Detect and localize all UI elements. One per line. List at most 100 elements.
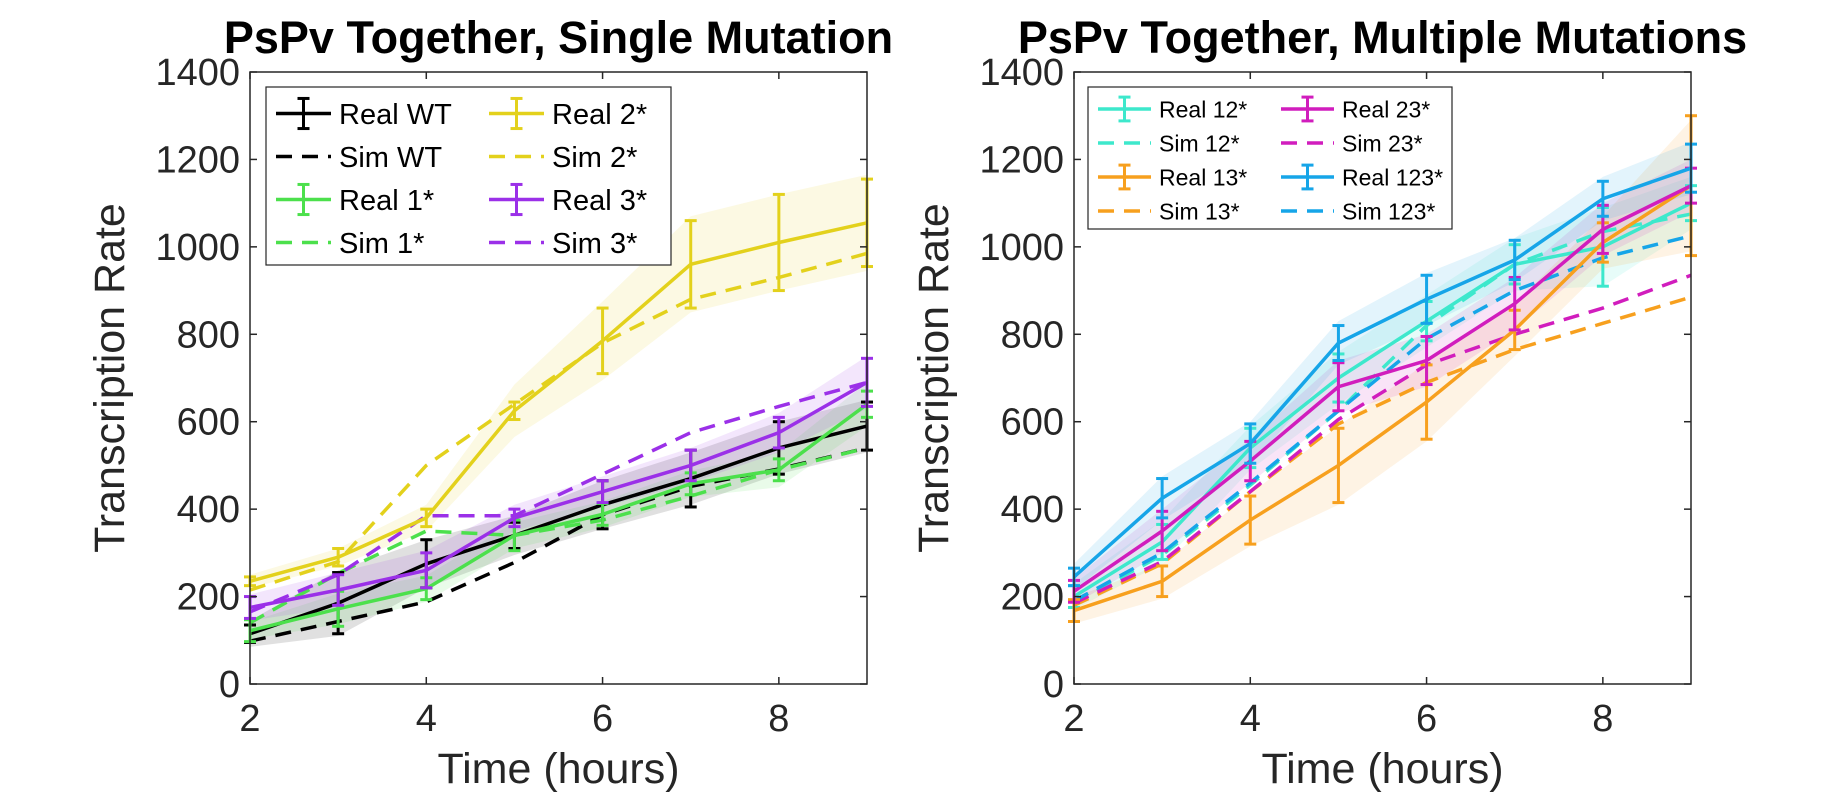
real-23-band: [1074, 159, 1691, 605]
real-wt-line: [249, 424, 868, 636]
real-3-errorbar: [596, 479, 609, 505]
real-3-errorbar: [772, 415, 785, 450]
sim-123-line: [1073, 234, 1692, 603]
real-2-errorbar: [508, 400, 521, 422]
real-2-line: [249, 221, 868, 583]
legend-item-sim-3: Sim 3*: [489, 228, 637, 260]
y-tick-label: 600: [177, 402, 240, 444]
legend-label: Real WT: [339, 99, 452, 131]
real-23-errorbar: [1420, 334, 1433, 387]
x-tick-label: 8: [1592, 698, 1613, 740]
real-2-errorbar: [420, 507, 433, 529]
real-2-errorbar: [596, 306, 609, 376]
x-axis-label: Time (hours): [437, 745, 679, 793]
legend-item-sim-wt: Sim WT: [276, 142, 442, 174]
legend-label: Real 1*: [339, 185, 434, 217]
real-123-errorbar: [1508, 238, 1521, 282]
legend-label: Sim 12*: [1159, 130, 1240, 156]
x-tick-label: 2: [239, 698, 260, 740]
legend-item-real-wt: Real WT: [276, 96, 452, 131]
y-tick-label: 800: [1001, 314, 1064, 356]
x-tick-label: 4: [1240, 698, 1261, 740]
legend-label: Real 123*: [1342, 164, 1443, 190]
legend-item-real-1: Real 1*: [276, 182, 434, 217]
real-3-line: [249, 380, 868, 610]
legend-item-sim-1: Sim 1*: [276, 228, 424, 260]
real-13-errorbar: [1156, 564, 1169, 599]
x-tick-label: 6: [592, 698, 613, 740]
legend-item-real-23: Real 23*: [1281, 95, 1430, 123]
legend-item-real-123: Real 123*: [1281, 163, 1443, 191]
real-13-errorbar: [1244, 494, 1257, 546]
chart-title: PsPv Together, Multiple Mutations: [1018, 12, 1747, 63]
real-2-errorbar: [772, 192, 785, 293]
y-tick-label: 200: [1001, 577, 1064, 619]
real-12-line: [1073, 201, 1692, 599]
real-23-errorbar: [1332, 361, 1345, 413]
real-lines: [244, 177, 873, 644]
y-tick-label: 1400: [155, 52, 240, 94]
legend-item-sim-13: Sim 13*: [1098, 198, 1240, 224]
x-tick-label: 4: [416, 698, 437, 740]
y-axis-label: Transcription Rate: [910, 203, 958, 553]
legend-item-real-3: Real 3*: [489, 182, 647, 217]
axis-ticks: 0 200 400 600 800 1000 1200 1400 2 4 6 8: [155, 52, 867, 740]
legend-item-real-2: Real 2*: [489, 96, 647, 131]
plot-frame: [1073, 71, 1692, 685]
real-23-line: [1073, 184, 1692, 593]
x-tick-label: 6: [1416, 698, 1437, 740]
y-tick-label: 1200: [979, 139, 1064, 181]
x-axis-label: Time (hours): [1261, 745, 1503, 793]
real-1-errorbar: [772, 457, 785, 483]
legend-item-real-13: Real 13*: [1098, 163, 1247, 191]
y-tick-label: 400: [1001, 489, 1064, 531]
real-123-errorbar: [1244, 422, 1257, 465]
legend-label: Sim 1*: [339, 228, 424, 260]
legend: Real 12* Sim 12* Real 13* Sim 13* Real 23* Si…: [1087, 86, 1453, 230]
legend-label: Sim WT: [339, 142, 442, 174]
legend-label: Real 23*: [1342, 96, 1430, 122]
legend-item-sim-23: Sim 23*: [1281, 130, 1423, 156]
y-tick-label: 800: [177, 314, 240, 356]
real-3-errorbar: [684, 448, 697, 483]
legend-label: Sim 123*: [1342, 198, 1435, 224]
y-tick-label: 1000: [979, 227, 1064, 269]
real-13-line: [1073, 184, 1692, 613]
chart-title: PsPv Together, Single Mutation: [224, 12, 893, 63]
legend-label: Sim 23*: [1342, 130, 1423, 156]
legend-label: Sim 2*: [552, 142, 637, 174]
real-2-band: [250, 174, 867, 588]
sim-lines: [1073, 212, 1692, 607]
sim-wt-line: [249, 446, 868, 643]
y-tick-label: 1200: [155, 139, 240, 181]
y-tick-label: 200: [177, 577, 240, 619]
y-tick-label: 400: [177, 489, 240, 531]
legend-label: Sim 13*: [1159, 198, 1240, 224]
real-2-errorbar: [684, 219, 697, 310]
axis-ticks: 0 200 400 600 800 1000 1200 1400 2 4 6 8: [979, 52, 1691, 740]
y-tick-label: 600: [1001, 402, 1064, 444]
sim-2-line: [249, 251, 868, 592]
legend-label: Real 3*: [552, 185, 647, 217]
real-13-errorbar: [1332, 426, 1345, 505]
plot-frame: [249, 71, 868, 685]
real-123-errorbar: [1420, 273, 1433, 325]
y-tick-label: 1400: [979, 52, 1064, 94]
y-tick-label: 0: [1043, 664, 1064, 706]
real-123-errorbar: [1332, 324, 1345, 363]
real-123-line: [1072, 166, 1692, 579]
real-2-errorbar: [332, 546, 345, 568]
real-3-errorbar: [332, 573, 345, 607]
x-tick-label: 8: [768, 698, 789, 740]
legend-item-sim-123: Sim 123*: [1281, 198, 1435, 224]
real-1-line: [249, 402, 869, 633]
legend-label: Real 2*: [552, 99, 647, 131]
real-3-errorbar: [508, 507, 521, 529]
sim-3-line: [249, 380, 868, 614]
y-tick-label: 0: [219, 664, 240, 706]
x-tick-label: 2: [1063, 698, 1084, 740]
legend-label: Real 13*: [1159, 164, 1247, 190]
legend-item-real-12: Real 12*: [1098, 95, 1247, 123]
sim-lines: [249, 251, 868, 643]
